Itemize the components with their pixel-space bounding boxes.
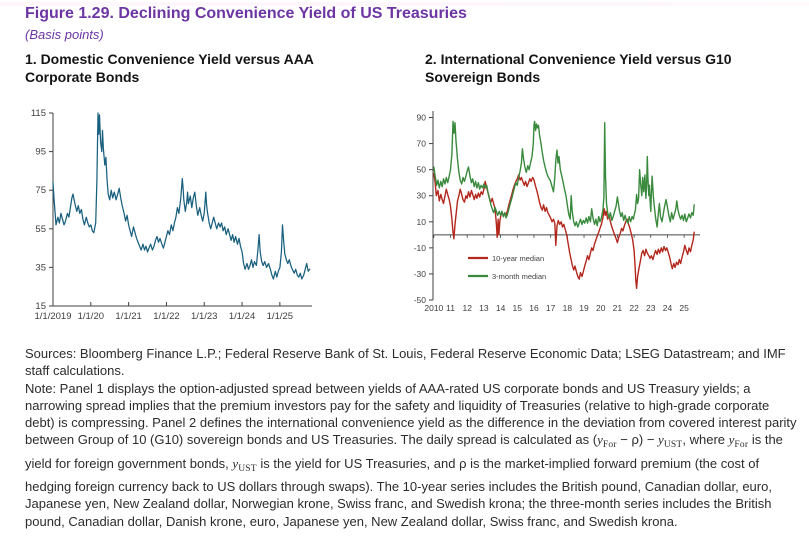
x-tick-label: 1/1/21 bbox=[115, 311, 141, 322]
x-tick-label: 1/1/25 bbox=[267, 311, 293, 322]
x-tick-label: 16 bbox=[529, 303, 539, 313]
panel1-title-line1: 1. Domestic Convenience Yield versus AAA bbox=[25, 51, 314, 67]
y-tick-label: 50 bbox=[417, 165, 427, 175]
x-tick-label: 23 bbox=[646, 303, 656, 313]
y-tick-label: 15 bbox=[35, 301, 46, 312]
x-tick-label: 12 bbox=[462, 303, 472, 313]
series-line-main bbox=[52, 112, 311, 280]
x-tick-label: 1/1/20 bbox=[78, 311, 104, 322]
panel2-title-line1: 2. International Convenience Yield versu… bbox=[425, 51, 732, 67]
x-tick-label: 15 bbox=[513, 303, 523, 313]
y-tick-label: 10 bbox=[417, 217, 427, 227]
x-tick-label: 1/1/23 bbox=[191, 311, 217, 322]
y-tick-label: 95 bbox=[35, 147, 46, 158]
y-tick-label: 55 bbox=[35, 224, 46, 235]
panel1-title-line2: Corporate Bonds bbox=[25, 69, 140, 85]
chart-international-convenience-yield: -50 -30 -10 10 30 50 70 90 2010 11 12 13 14 15 16 17 18 1… bbox=[414, 111, 700, 313]
x-tick-label: 21 bbox=[613, 303, 623, 313]
panel2-title-line2: Sovereign Bonds bbox=[425, 69, 541, 85]
y-tick-label: 75 bbox=[35, 185, 46, 196]
series-line-10-year-median bbox=[433, 172, 695, 290]
x-tick-label: 11 bbox=[446, 303, 455, 313]
note-formula-part: y bbox=[597, 432, 603, 448]
note-formula-part: UST bbox=[238, 463, 257, 474]
y-tick-label: 35 bbox=[35, 262, 46, 273]
x-tick-label: 13 bbox=[479, 303, 489, 313]
x-tick-label: 2010 bbox=[424, 303, 443, 313]
x-tick-label: 22 bbox=[629, 303, 639, 313]
panel2-title: 2. International Convenience Yield versu… bbox=[425, 50, 805, 86]
panel1-title: 1. Domestic Convenience Yield versus AAA… bbox=[25, 50, 405, 86]
note-formula-part: y bbox=[658, 432, 664, 448]
figure-notes: Sources: Bloomberg Finance L.P.; Federal… bbox=[25, 345, 800, 530]
note-part: , where bbox=[682, 432, 729, 448]
y-tick-label: -10 bbox=[414, 243, 427, 253]
note-formula-part: y bbox=[728, 432, 735, 448]
figure-title: Figure 1.29. Declining Convenience Yield… bbox=[25, 5, 467, 22]
note-part: Note: Panel 1 displays the option-adjust… bbox=[25, 380, 797, 448]
y-tick-label: 115 bbox=[31, 108, 46, 119]
note-part: is the yield for foreign government bond… bbox=[25, 432, 783, 471]
legend-label: 3-month median bbox=[492, 272, 546, 281]
note-formula-part: y bbox=[232, 455, 239, 471]
top-edge-artifact bbox=[0, 2, 809, 6]
note-part: is the yield for US Treasuries, and ρ is… bbox=[25, 455, 772, 529]
note-formula-part: For bbox=[602, 440, 617, 451]
x-tick-label: 20 bbox=[596, 303, 606, 313]
chart-domestic-convenience-yield: 15 35 55 75 95 115 1/1/2019 1/1/20 1/1/21 1/1/22 1… bbox=[31, 108, 312, 322]
x-tick-label: 17 bbox=[546, 303, 556, 313]
y-tick-label: -30 bbox=[414, 269, 427, 279]
x-tick-label: 14 bbox=[496, 303, 506, 313]
legend-label: 10-year median bbox=[492, 254, 544, 263]
figure-subtitle: (Basis points) bbox=[25, 27, 104, 42]
note-text: Note: Panel 1 displays the option-adjust… bbox=[25, 380, 800, 530]
note-formula-part: For bbox=[734, 440, 749, 451]
note-part: − ρ) − bbox=[616, 432, 659, 448]
y-tick-label: 30 bbox=[417, 191, 427, 201]
y-tick-label: 70 bbox=[417, 139, 427, 149]
sources-text: Sources: Bloomberg Finance L.P.; Federal… bbox=[25, 346, 786, 379]
x-tick-label: 25 bbox=[679, 303, 689, 313]
note-formula-part: UST bbox=[663, 440, 683, 451]
x-tick-label: 1/1/22 bbox=[153, 311, 179, 322]
series-line-3-month-median bbox=[433, 120, 695, 228]
x-tick-label: 18 bbox=[563, 303, 573, 313]
y-tick-label: 90 bbox=[417, 113, 427, 123]
x-tick-label: 1/1/24 bbox=[229, 311, 255, 322]
x-tick-label: 24 bbox=[663, 303, 673, 313]
x-tick-label: 19 bbox=[579, 303, 589, 313]
x-tick-label: 1/1/2019 bbox=[35, 311, 72, 322]
y-tick-label: -50 bbox=[414, 295, 427, 305]
